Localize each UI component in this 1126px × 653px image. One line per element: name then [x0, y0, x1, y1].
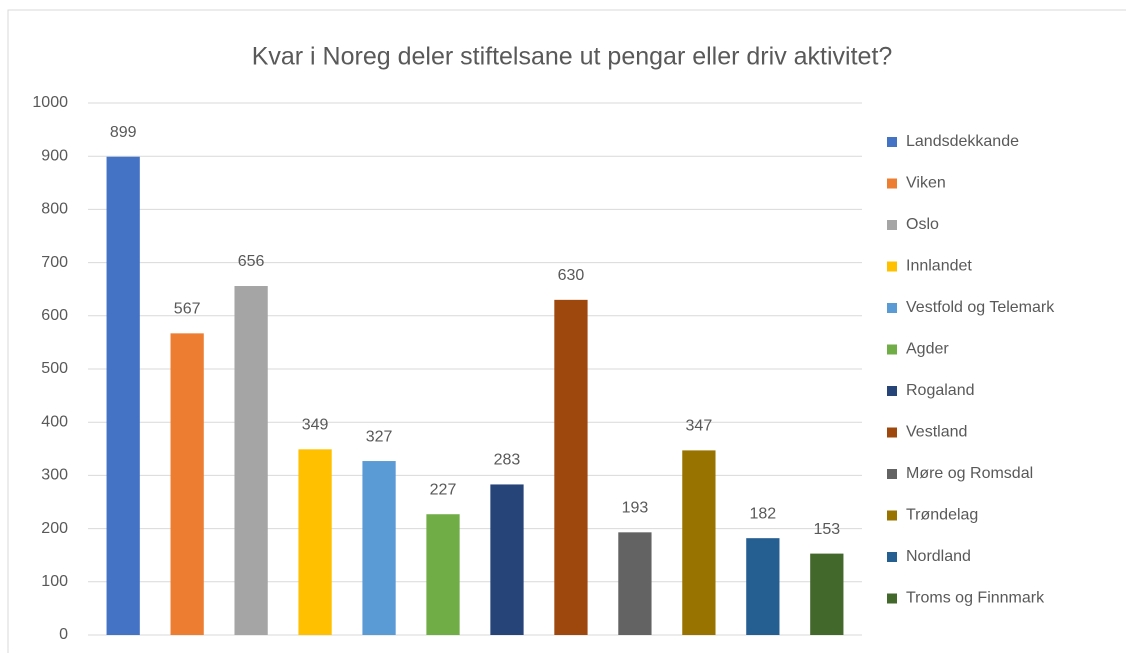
legend-label: Nordland: [906, 548, 971, 565]
bar: [362, 461, 396, 635]
y-tick-label: 700: [41, 254, 68, 271]
legend-label: Landsdekkande: [906, 133, 1019, 150]
bar: [170, 333, 204, 635]
legend-label: Troms og Finnmark: [906, 590, 1045, 607]
bar: [746, 538, 780, 635]
bar: [682, 450, 716, 635]
legend-swatch: [887, 178, 897, 189]
bar: [234, 286, 268, 635]
bar: [298, 449, 332, 635]
legend-swatch: [887, 344, 897, 355]
data-label: 182: [749, 505, 776, 522]
data-label: 567: [174, 301, 201, 318]
y-tick-label: 500: [41, 360, 68, 377]
legend-swatch: [887, 593, 897, 604]
legend-swatch: [887, 510, 897, 521]
bar: [490, 484, 524, 635]
legend-label: Viken: [906, 175, 946, 192]
data-label: 227: [430, 481, 457, 498]
y-tick-label: 600: [41, 307, 68, 324]
legend-label: Innlandet: [906, 258, 972, 275]
y-tick-label: 900: [41, 147, 68, 164]
legend-swatch: [887, 303, 897, 313]
bar: [554, 299, 588, 635]
legend-label: Agder: [906, 341, 949, 358]
legend-label: Vestfold og Telemark: [906, 299, 1055, 316]
data-label: 153: [813, 521, 840, 538]
legend-label: Møre og Romsdal: [906, 465, 1033, 482]
bar: [618, 532, 652, 635]
data-label: 347: [686, 418, 713, 435]
legend-swatch: [887, 427, 897, 438]
legend-swatch: [887, 261, 897, 272]
legend-swatch: [887, 552, 897, 562]
legend-swatch: [887, 220, 897, 230]
legend-label: Oslo: [906, 216, 939, 233]
data-label: 349: [302, 417, 329, 434]
data-label: 899: [110, 124, 137, 141]
y-tick-label: 1000: [32, 94, 68, 111]
legend-label: Rogaland: [906, 382, 975, 399]
y-tick-label: 200: [41, 520, 68, 537]
data-label: 283: [494, 452, 521, 469]
chart-title: Kvar i Noreg deler stiftelsane ut pengar…: [252, 43, 893, 71]
y-tick-label: 800: [41, 201, 68, 218]
y-tick-label: 400: [41, 413, 68, 430]
y-tick-label: 100: [41, 573, 68, 590]
bar: [426, 514, 460, 635]
legend-label: Trøndelag: [906, 507, 978, 524]
y-tick-label: 300: [41, 467, 68, 484]
bar: [106, 156, 140, 635]
legend-swatch: [887, 386, 897, 396]
y-tick-label: 0: [59, 626, 68, 643]
data-label: 656: [238, 253, 265, 270]
data-label: 327: [366, 428, 393, 445]
data-label: 630: [558, 267, 585, 284]
legend-swatch: [887, 469, 897, 479]
data-label: 193: [622, 500, 649, 517]
legend-label: Vestland: [906, 424, 967, 441]
bar: [810, 553, 844, 635]
legend-swatch: [887, 137, 897, 147]
